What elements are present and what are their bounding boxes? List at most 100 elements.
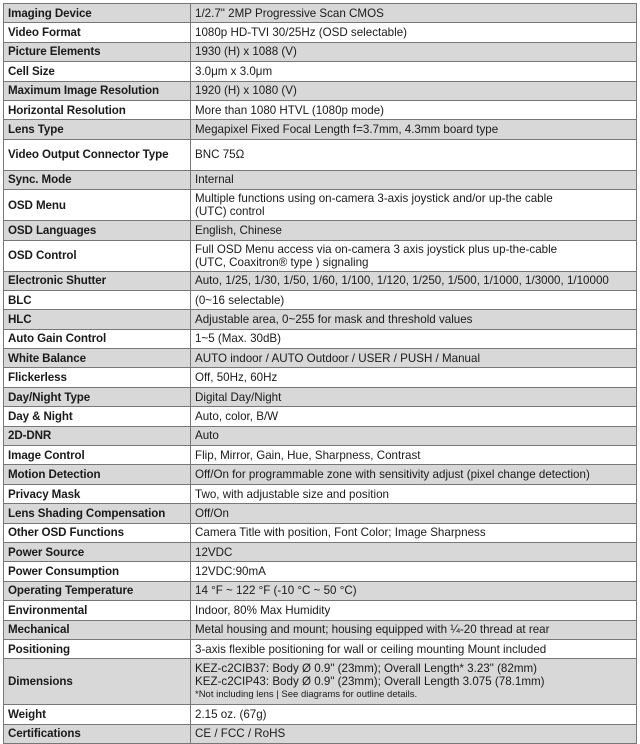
spec-table-body: Imaging Device 1/2.7" 2MP Progressive Sca… [3, 2, 637, 744]
spec-label: Picture Elements [3, 41, 191, 63]
spec-row: Cell Size 3.0μm x 3.0μm [3, 61, 637, 82]
spec-value: CE / FCC / RoHS [190, 723, 637, 744]
spec-label: 2D-DNR [3, 425, 191, 447]
spec-value: More than 1080 HTVL (1080p mode) [190, 99, 637, 121]
spec-value: 1920 (H) x 1080 (V) [190, 80, 637, 101]
spec-value-line: 1920 (H) x 1080 (V) [195, 84, 297, 98]
spec-value: (0~16 selectable) [190, 289, 637, 311]
spec-label: Positioning [3, 638, 191, 660]
spec-row: Imaging Device 1/2.7" 2MP Progressive Sca… [3, 2, 637, 24]
spec-value-line: Auto, 1/25, 1/30, 1/50, 1/60, 1/100, 1/1… [195, 274, 609, 288]
spec-value: 1930 (H) x 1088 (V) [190, 41, 637, 63]
spec-label: Flickerless [3, 367, 191, 388]
spec-value-line: 12VDC [195, 545, 233, 559]
spec-row: Weight 2.15 oz. (67g) [3, 704, 637, 725]
spec-label: Day/Night Type [3, 386, 191, 408]
spec-value-line: (UTC, Coaxitron® type ) signaling [195, 255, 369, 269]
spec-row: Lens Type Megapixel Fixed Focal Length f=… [3, 119, 637, 140]
spec-row: Picture Elements 1930 (H) x 1088 (V) [3, 41, 637, 63]
spec-label: Day & Night [3, 406, 191, 427]
spec-row: Privacy Mask Two, with adjustable size an… [3, 483, 637, 505]
spec-value-line: 14 °F ~ 122 °F (-10 °C ~ 50 °C) [195, 584, 357, 598]
spec-value-line: Off, 50Hz, 60Hz [195, 371, 278, 385]
spec-value: Off/On [190, 503, 637, 524]
spec-row: Electronic Shutter Auto, 1/25, 1/30, 1/50… [3, 270, 637, 291]
spec-row: 2D-DNR Auto [3, 425, 637, 447]
spec-row: OSD Control Full OSD Menu access via on-c… [3, 239, 637, 272]
spec-value: Adjustable area, 0~255 for mask and thre… [190, 309, 637, 330]
spec-label: Motion Detection [3, 464, 191, 485]
spec-value: 3-axis flexible positioning for wall or … [190, 638, 637, 660]
spec-value: Full OSD Menu access via on-camera 3 axi… [190, 239, 637, 272]
spec-row: White Balance AUTO indoor / AUTO Outdoor … [3, 348, 637, 369]
spec-value-line: 2.15 oz. (67g) [195, 708, 267, 722]
spec-row: Other OSD Functions Camera Title with pos… [3, 522, 637, 543]
spec-value: 12VDC:90mA [190, 561, 637, 582]
spec-value-line: Camera Title with position, Font Color; … [195, 526, 486, 540]
spec-value-line: 3-axis flexible positioning for wall or … [195, 642, 547, 656]
spec-label: Weight [3, 704, 191, 725]
spec-row: BLC (0~16 selectable) [3, 289, 637, 311]
spec-label: Imaging Device [3, 2, 191, 24]
spec-value: Camera Title with position, Font Color; … [190, 522, 637, 543]
spec-value: Digital Day/Night [190, 386, 637, 408]
spec-value-line: 12VDC:90mA [195, 565, 266, 579]
spec-value-line: Off/On for programmable zone with sensit… [195, 468, 590, 482]
spec-value-line: KEZ-c2CIB37: Body Ø 0.9" (23mm); Overall… [195, 662, 538, 676]
spec-label: BLC [3, 289, 191, 311]
spec-row: Positioning 3-axis flexible positioning f… [3, 638, 637, 660]
spec-label: Lens Shading Compensation [3, 503, 191, 524]
spec-value-line: Digital Day/Night [195, 390, 282, 404]
spec-value: Flip, Mirror, Gain, Hue, Sharpness, Cont… [190, 445, 637, 466]
spec-value: Auto, 1/25, 1/30, 1/50, 1/60, 1/100, 1/1… [190, 270, 637, 291]
spec-value-line: 3.0μm x 3.0μm [195, 64, 273, 78]
spec-row: Lens Shading Compensation Off/On [3, 503, 637, 524]
spec-label: OSD Menu [3, 189, 191, 222]
spec-value-line: Full OSD Menu access via on-camera 3 axi… [195, 242, 558, 256]
spec-row: Horizontal Resolution More than 1080 HTVL… [3, 99, 637, 121]
spec-value-line: Multiple functions using on-camera 3-axi… [195, 192, 553, 206]
spec-value-line: 1080p HD-TVI 30/25Hz (OSD selectable) [195, 26, 407, 40]
spec-value-line: Metal housing and mount; housing equippe… [195, 623, 550, 637]
spec-label: White Balance [3, 348, 191, 369]
spec-label: Electronic Shutter [3, 270, 191, 291]
spec-table: Imaging Device 1/2.7" 2MP Progressive Sca… [3, 2, 637, 744]
spec-label: Other OSD Functions [3, 522, 191, 543]
spec-value-line: (UTC) control [195, 205, 265, 219]
spec-row: Maximum Image Resolution 1920 (H) x 1080 … [3, 80, 637, 101]
spec-row: Flickerless Off, 50Hz, 60Hz [3, 367, 637, 388]
spec-value-line: Megapixel Fixed Focal Length f=3.7mm, 4.… [195, 123, 499, 137]
spec-row: Day & Night Auto, color, B/W [3, 406, 637, 427]
spec-row: Motion Detection Off/On for programmable … [3, 464, 637, 485]
spec-row: Dimensions KEZ-c2CIB37: Body Ø 0.9" (23mm… [3, 658, 637, 706]
spec-label: Cell Size [3, 61, 191, 82]
spec-label: Operating Temperature [3, 580, 191, 602]
spec-value-line: 1930 (H) x 1088 (V) [195, 45, 297, 59]
spec-value-line: Adjustable area, 0~255 for mask and thre… [195, 312, 473, 326]
spec-value-line: Auto [195, 429, 219, 443]
spec-value: Auto, color, B/W [190, 406, 637, 427]
spec-row: Operating Temperature 14 °F ~ 122 °F (-10… [3, 580, 637, 602]
spec-label: Privacy Mask [3, 483, 191, 505]
spec-value-line: 1~5 (Max. 30dB) [195, 332, 282, 346]
spec-value: Auto [190, 425, 637, 447]
spec-value: AUTO indoor / AUTO Outdoor / USER / PUSH… [190, 348, 637, 369]
spec-row: OSD Languages English, Chinese [3, 220, 637, 241]
spec-row: Image Control Flip, Mirror, Gain, Hue, Sh… [3, 445, 637, 466]
spec-row: HLC Adjustable area, 0~255 for mask and t… [3, 309, 637, 330]
spec-label: Mechanical [3, 619, 191, 640]
spec-value: English, Chinese [190, 220, 637, 241]
spec-value: Metal housing and mount; housing equippe… [190, 619, 637, 640]
spec-value: Indoor, 80% Max Humidity [190, 600, 637, 621]
spec-label: Environmental [3, 600, 191, 621]
spec-label: Maximum Image Resolution [3, 80, 191, 101]
spec-row: Certifications CE / FCC / RoHS [3, 723, 637, 744]
spec-value: Multiple functions using on-camera 3-axi… [190, 189, 637, 222]
spec-label: OSD Control [3, 239, 191, 272]
spec-row: Power Consumption 12VDC:90mA [3, 561, 637, 582]
spec-row: Video Format 1080p HD-TVI 30/25Hz (OSD se… [3, 22, 637, 43]
spec-label: HLC [3, 309, 191, 330]
spec-label: Image Control [3, 445, 191, 466]
spec-value: 12VDC [190, 541, 637, 563]
spec-row: Day/Night Type Digital Day/Night [3, 386, 637, 408]
